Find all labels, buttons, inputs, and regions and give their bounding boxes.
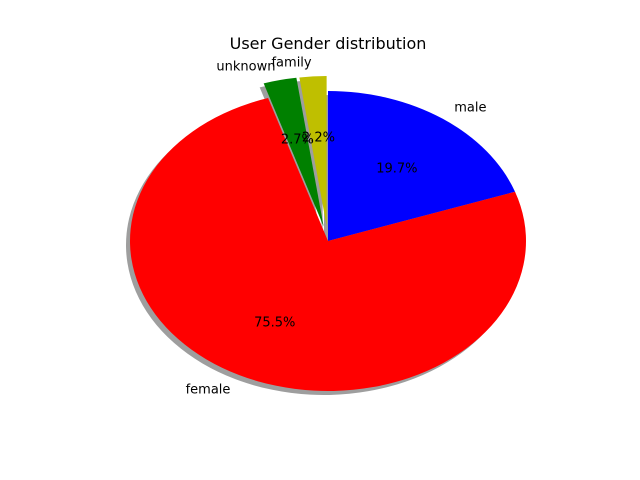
pie-slice-unknown [263, 77, 324, 227]
slice-percent-unknown: 2.7% [281, 133, 314, 148]
slice-label-unknown: unknown [216, 59, 275, 74]
slice-label-male: male [454, 101, 486, 116]
slice-percent-family: 2.2% [302, 130, 335, 145]
slice-percent-male: 19.7% [376, 162, 417, 177]
pie-slice-family [299, 76, 327, 227]
pie-slice-female [129, 98, 526, 392]
pie-slices [129, 76, 526, 392]
slice-label-family: family [271, 55, 311, 70]
pie-slice-male [328, 91, 516, 241]
slice-label-female: female [186, 383, 231, 398]
slice-percent-female: 75.5% [254, 315, 295, 330]
chart-title: User Gender distribution [230, 34, 427, 53]
pie-labels: male 19.7% female 75.5% unknown 2.7% family 2.2… [186, 55, 487, 397]
